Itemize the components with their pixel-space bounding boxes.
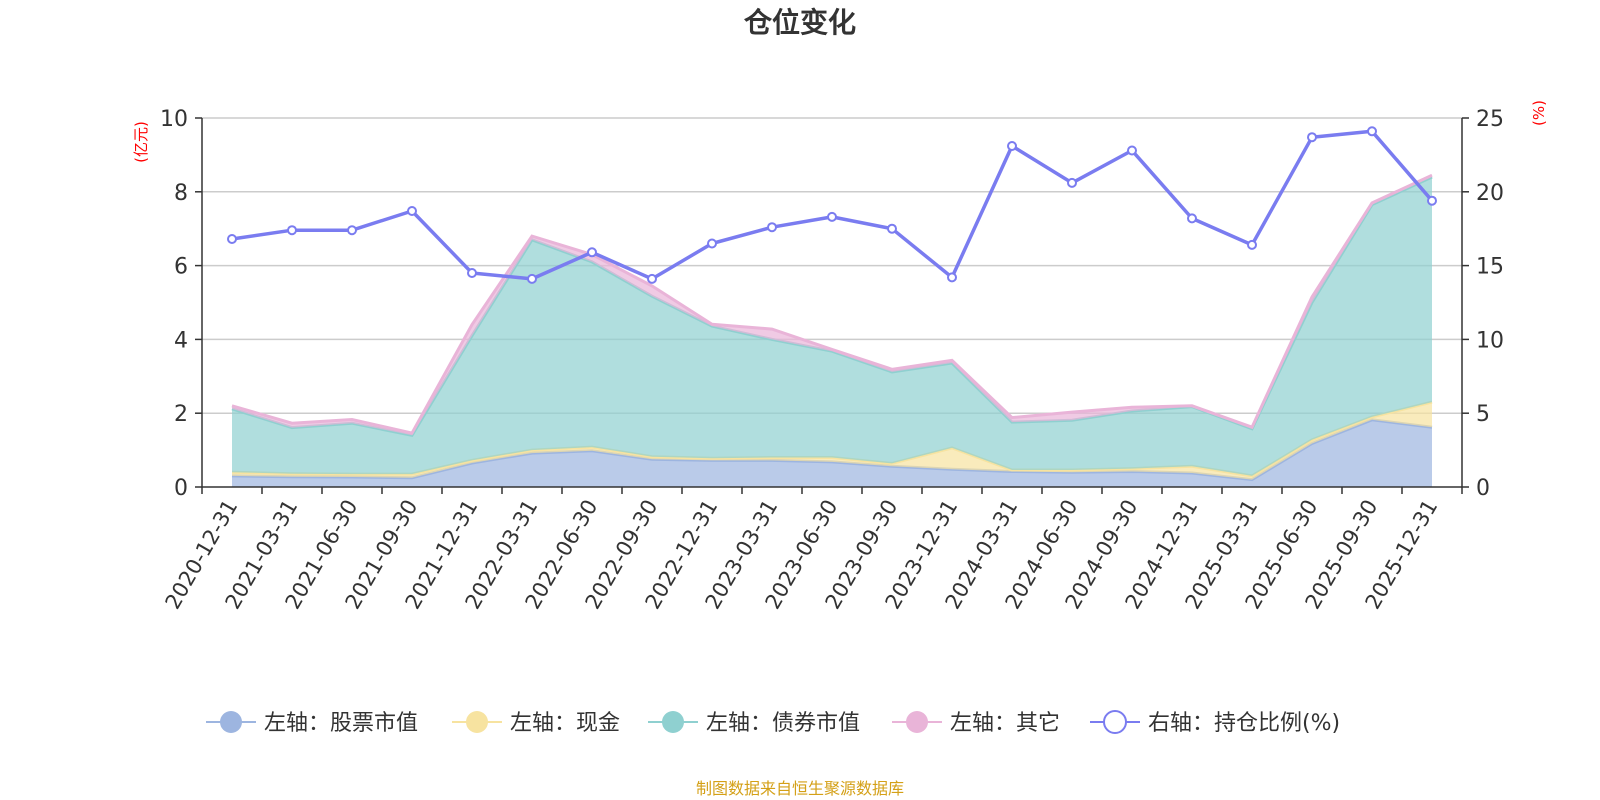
ratio-point <box>347 225 357 236</box>
ratio-point <box>887 223 897 234</box>
area-series-0 <box>232 419 1432 487</box>
area-series-edge-3 <box>231 173 1433 435</box>
left-axis-tick-label: 2 <box>174 402 188 427</box>
legend-item-1[interactable]: 左轴：现金 <box>452 711 620 736</box>
ratio-point <box>587 247 597 258</box>
ratio-point <box>1247 239 1257 250</box>
legend-marker <box>220 711 242 733</box>
left-axis-tick-label: 4 <box>174 328 188 353</box>
area-series-2 <box>232 177 1432 476</box>
ratio-point <box>827 211 837 222</box>
ratio-line-path <box>231 129 1434 281</box>
ratio-line <box>227 126 1437 284</box>
ratio-point <box>707 238 717 249</box>
legend-label: 左轴：现金 <box>510 711 620 736</box>
ratio-point <box>1007 141 1017 151</box>
right-axis-unit: (%) <box>1530 100 1548 126</box>
right-axis-tick-label: 5 <box>1476 402 1490 427</box>
ratio-point <box>1127 145 1137 156</box>
ratio-point <box>287 225 297 236</box>
right-axis-tick-label: 10 <box>1476 328 1504 353</box>
legend-marker <box>906 711 928 733</box>
ratio-point <box>1067 177 1077 188</box>
legend-marker <box>662 711 684 733</box>
legend-marker <box>1103 710 1127 734</box>
ratio-point <box>527 273 537 284</box>
right-axis-tick-label: 20 <box>1476 181 1504 206</box>
legend-marker <box>466 711 488 733</box>
left-axis-tick-label: 8 <box>174 181 188 206</box>
ratio-point <box>1307 132 1317 143</box>
legend-item-0[interactable]: 左轴：股票市值 <box>206 711 418 736</box>
ratio-point <box>1367 126 1377 137</box>
grid <box>202 117 1462 414</box>
source-note: 制图数据来自恒生聚源数据库 <box>696 779 904 798</box>
legend-label: 左轴：债券市值 <box>706 711 860 736</box>
ratio-point <box>1187 213 1197 224</box>
legend: 左轴：股票市值 左轴：现金 左轴：债券市值 左轴：其它 右轴：持仓比例(%) <box>206 710 1340 736</box>
legend-label: 右轴：持仓比例(%) <box>1148 711 1340 736</box>
ratio-point <box>647 273 657 284</box>
legend-label: 左轴：其它 <box>950 711 1060 736</box>
legend-label: 左轴：股票市值 <box>264 711 418 736</box>
ratio-point <box>947 272 957 283</box>
ratio-point <box>227 234 237 244</box>
stacked-areas <box>231 173 1433 487</box>
ratio-point <box>767 222 777 233</box>
left-axis-unit: (亿元) <box>132 121 150 163</box>
left-axis-tick-label: 0 <box>174 476 188 501</box>
right-axis-tick-label: 0 <box>1476 476 1490 501</box>
chart-title: 仓位变化 <box>744 6 856 39</box>
left-axis-tick-label: 10 <box>160 107 188 132</box>
legend-item-2[interactable]: 左轴：债券市值 <box>648 711 860 736</box>
ratio-point <box>1427 195 1437 206</box>
right-axis-tick-label: 15 <box>1476 255 1504 280</box>
right-axis-tick-label: 25 <box>1476 107 1504 132</box>
ratio-point <box>407 206 417 216</box>
ratio-point <box>467 268 477 278</box>
left-axis-tick-label: 6 <box>174 255 188 280</box>
legend-item-4[interactable]: 右轴：持仓比例(%) <box>1090 710 1340 736</box>
legend-item-3[interactable]: 左轴：其它 <box>892 711 1060 736</box>
